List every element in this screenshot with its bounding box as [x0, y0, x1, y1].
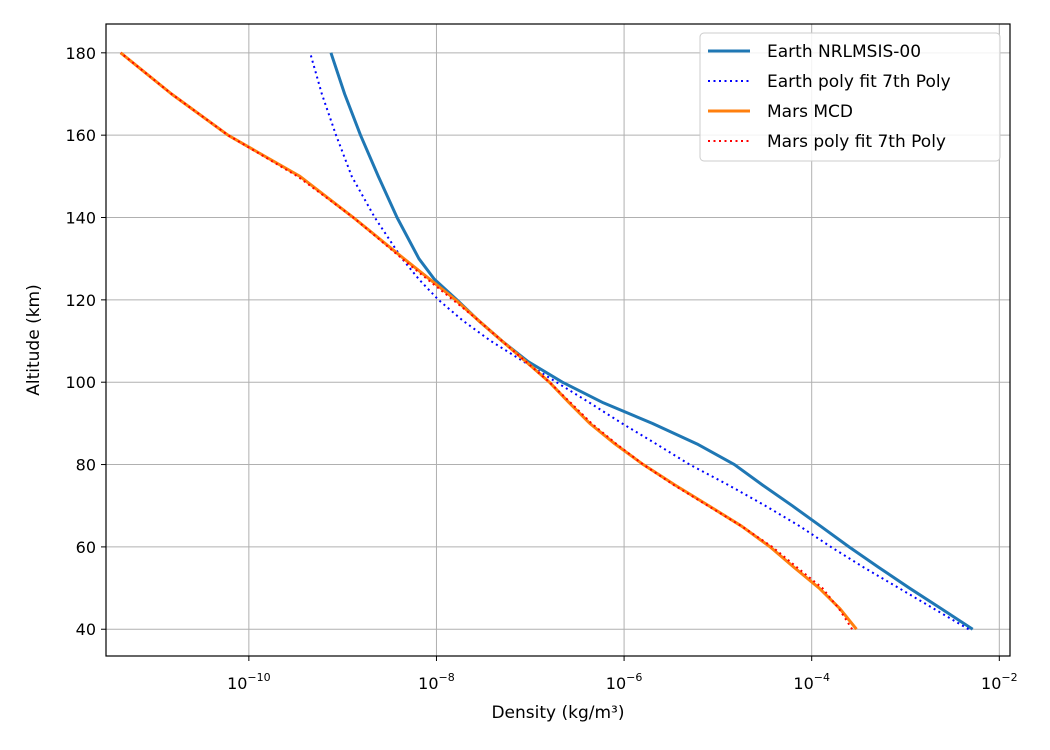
y-tick-label: 80	[76, 456, 96, 475]
series-line-1	[329, 52, 974, 631]
series-lines	[119, 51, 974, 631]
legend-entry-4: Mars poly fit 7th Poly	[767, 132, 946, 152]
y-axis-label: Altitude (km)	[24, 284, 44, 396]
x-tick-label: 10−6	[606, 671, 643, 693]
axis-ticks: 10−10 10−8 10−6 10−4 10−2 40 60 80 100 120 140 160 1…	[65, 44, 1017, 693]
y-tick-label: 180	[65, 44, 96, 63]
y-tick-label: 140	[65, 209, 96, 228]
y-tick-label: 60	[76, 538, 96, 557]
x-tick-label: 10−10	[227, 671, 271, 693]
legend: Earth NRLMSIS-00 Earth poly fit 7th Poly M…	[699, 32, 1001, 162]
series-line-4	[120, 52, 854, 630]
legend-entry-3: Mars MCD	[767, 102, 853, 122]
y-tick-label: 120	[65, 291, 96, 310]
plot-frame	[105, 23, 1011, 657]
legend-entry-1: Earth NRLMSIS-00	[767, 42, 921, 62]
x-tick-label: 10−2	[981, 671, 1018, 693]
y-tick-label: 40	[76, 620, 96, 639]
y-tick-label: 160	[65, 126, 96, 145]
y-tick-label: 100	[65, 373, 96, 392]
legend-box	[699, 32, 1001, 162]
x-tick-label: 10−4	[793, 671, 830, 693]
grid	[106, 24, 1010, 656]
series-line-2	[309, 52, 970, 631]
legend-entry-2: Earth poly fit 7th Poly	[767, 72, 951, 92]
x-axis-label: Density (kg/m³)	[491, 703, 624, 723]
x-tick-label: 10−8	[418, 671, 455, 693]
